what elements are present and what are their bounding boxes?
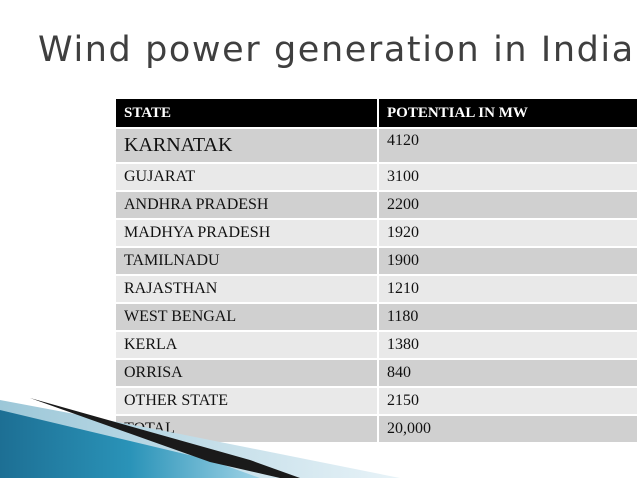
state-cell: WEST BENGAL [116, 303, 379, 332]
wind-potential-table-container: STATE POTENTIAL IN MW KARNATAK 4120 GUJA… [116, 99, 638, 444]
state-cell: MADHYA PRADESH [116, 219, 379, 248]
state-cell: TAMILNADU [116, 247, 379, 276]
state-cell: KERLA [116, 331, 379, 360]
header-state: STATE [116, 99, 379, 129]
state-cell: KARNATAK [116, 128, 379, 164]
potential-cell: 840 [378, 359, 638, 388]
decorative-swoosh [0, 398, 400, 478]
potential-cell: 1380 [378, 331, 638, 360]
table-row: RAJASTHAN 1210 [116, 275, 638, 304]
table-row: OTHER STATE 2150 [116, 387, 638, 416]
potential-cell: 4120 [378, 128, 638, 164]
potential-cell: 1920 [378, 219, 638, 248]
state-cell: ORRISA [116, 359, 379, 388]
table-row: MADHYA PRADESH 1920 [116, 219, 638, 248]
state-cell: OTHER STATE [116, 387, 379, 416]
potential-cell: 2150 [378, 387, 638, 416]
header-potential: POTENTIAL IN MW [378, 99, 638, 129]
potential-cell: 1180 [378, 303, 638, 332]
table-row: KERLA 1380 [116, 331, 638, 360]
potential-cell: 3100 [378, 163, 638, 192]
slide-title: Wind power generation in India [38, 30, 635, 70]
table-row: WEST BENGAL 1180 [116, 303, 638, 332]
potential-cell: 1900 [378, 247, 638, 276]
potential-cell: 20,000 [378, 415, 638, 444]
table-row: ANDHRA PRADESH 2200 [116, 191, 638, 220]
table-row: KARNATAK 4120 [116, 128, 638, 164]
potential-cell: 1210 [378, 275, 638, 304]
state-cell: GUJARAT [116, 163, 379, 192]
table-row: TAMILNADU 1900 [116, 247, 638, 276]
wind-potential-table: STATE POTENTIAL IN MW KARNATAK 4120 GUJA… [116, 99, 638, 444]
state-cell: ANDHRA PRADESH [116, 191, 379, 220]
table-row: GUJARAT 3100 [116, 163, 638, 192]
table-header-row: STATE POTENTIAL IN MW [116, 99, 638, 129]
potential-cell: 2200 [378, 191, 638, 220]
table-row: ORRISA 840 [116, 359, 638, 388]
state-cell: RAJASTHAN [116, 275, 379, 304]
